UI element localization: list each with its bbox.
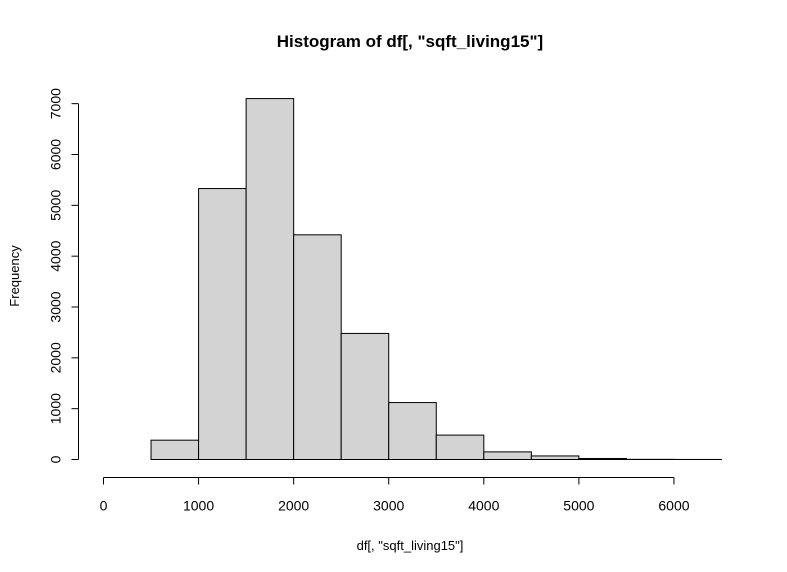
x-axis: 0 1000 2000 3000 4000 5000 6000 xyxy=(100,477,690,514)
y-tick-label: 3000 xyxy=(48,291,64,322)
chart-title: Histogram of df[, "sqft_living15"] xyxy=(277,32,543,51)
y-tick-label: 4000 xyxy=(48,240,64,271)
y-tick-label: 0 xyxy=(48,455,64,463)
histogram-bar-9 xyxy=(530,455,580,461)
y-tick-label: 6000 xyxy=(48,139,64,170)
histogram-bar-2 xyxy=(198,188,247,460)
x-tick-label: 2000 xyxy=(278,498,309,514)
histogram-bar-10 xyxy=(578,457,627,461)
histogram-bar-4 xyxy=(293,234,342,460)
x-tick-label: 1000 xyxy=(183,498,214,514)
x-tick-label: 0 xyxy=(100,498,108,514)
x-axis-title: df[, "sqft_living15"] xyxy=(357,538,464,553)
histogram-bar-7 xyxy=(435,434,485,461)
y-tick-label: 5000 xyxy=(48,190,64,221)
y-tick-label: 2000 xyxy=(48,342,64,373)
histogram-bar-1 xyxy=(150,439,200,460)
y-axis: 0 1000 2000 3000 4000 5000 6000 7000 xyxy=(48,88,79,463)
histogram-bars xyxy=(150,98,723,461)
histogram-bar-5 xyxy=(340,332,390,460)
x-tick-label: 3000 xyxy=(373,498,404,514)
histogram-bar-8 xyxy=(483,451,532,461)
histogram-bar-3 xyxy=(245,98,295,461)
x-tick-label: 6000 xyxy=(658,498,689,514)
y-axis-title: Frequency xyxy=(7,245,22,307)
histogram-bar-6 xyxy=(388,402,437,461)
y-tick-label: 1000 xyxy=(48,393,64,424)
x-tick-label: 4000 xyxy=(468,498,499,514)
x-tick-label: 5000 xyxy=(563,498,594,514)
y-tick-label: 7000 xyxy=(48,88,64,119)
